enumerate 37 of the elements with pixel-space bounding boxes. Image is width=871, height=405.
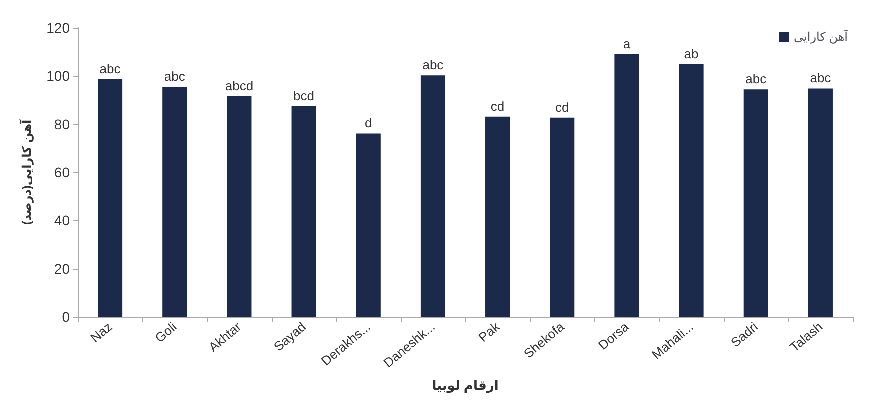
bar	[420, 76, 446, 317]
y-tick-label: 100	[46, 68, 70, 84]
y-tick-label: 40	[54, 212, 70, 229]
y-tick-label: 0	[62, 309, 70, 325]
annotation: d	[365, 116, 372, 131]
bar	[162, 87, 188, 317]
x-axis-title: ارقام لوبیا	[432, 378, 499, 394]
x-tick-label: Pak	[476, 318, 503, 346]
bar	[550, 118, 575, 317]
bar	[98, 80, 123, 317]
annotation: abcd	[225, 78, 254, 94]
annotation: abc	[746, 72, 768, 87]
y-tick-label: 120	[46, 20, 70, 36]
annotation: abc	[100, 62, 122, 77]
annotation: cd	[556, 100, 570, 115]
bar	[486, 116, 510, 317]
annotation: abc	[164, 69, 186, 84]
annotation: abc	[422, 58, 444, 73]
annotation: a	[623, 36, 632, 52]
bar	[679, 64, 704, 317]
annotation: bcd	[294, 88, 315, 104]
bar	[744, 90, 768, 317]
annotation: abc	[810, 70, 832, 86]
y-tick-label: 80	[54, 116, 70, 132]
bar	[614, 54, 640, 317]
x-tick-label: Naz	[88, 319, 116, 346]
y-tick-label: 20	[54, 260, 70, 277]
bar	[356, 134, 381, 317]
bar	[227, 96, 252, 317]
y-tick-label: 60	[54, 164, 70, 180]
annotation: cd	[490, 98, 505, 114]
bar	[808, 88, 833, 317]
y-axis-title: آهن کارایی(درصد)	[19, 118, 34, 226]
bar	[292, 106, 316, 317]
x-tick-label: Goli	[152, 319, 180, 346]
annotation: ab	[684, 46, 699, 62]
legend-label: آهن کارایی	[794, 29, 849, 44]
